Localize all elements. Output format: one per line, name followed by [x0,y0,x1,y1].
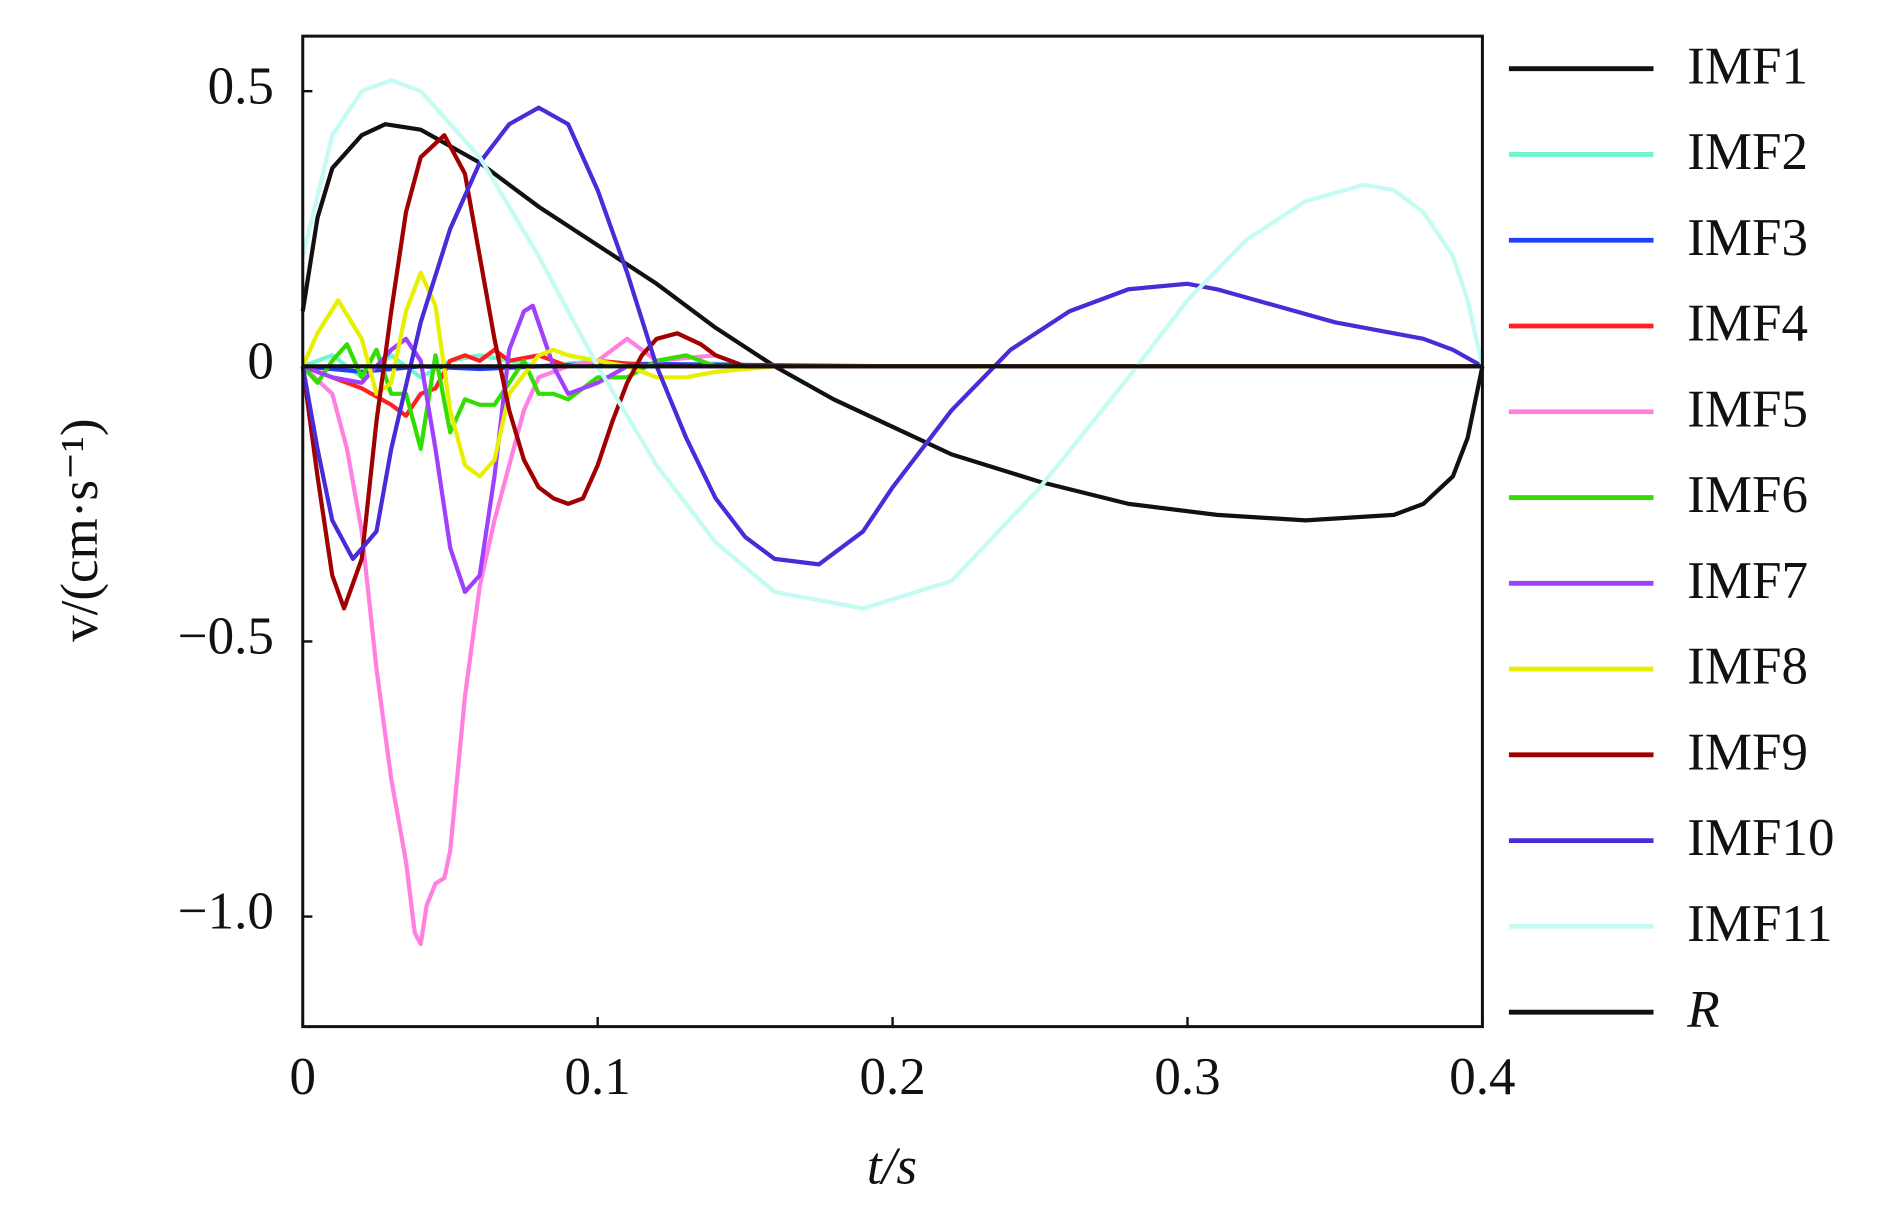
legend-label: IMF8 [1687,638,1808,696]
x-tick-label: 0 [290,1048,317,1106]
legend-label: IMF2 [1687,123,1808,181]
legend-label: IMF6 [1687,466,1808,524]
x-tick-label: 0.4 [1449,1048,1515,1106]
data-line [300,78,1485,611]
x-tick-label: 0.2 [859,1048,925,1106]
data-line [301,342,1483,451]
legend-label: IMF1 [1687,37,1808,95]
legend-label: IMF11 [1687,895,1832,953]
x-axis-label: t/s [867,1137,917,1195]
plot-frame [301,34,1484,1029]
legend-label: IMF7 [1687,552,1808,610]
data-line [301,336,1483,947]
data-line [300,270,1483,479]
legend-label: IMF5 [1687,380,1808,438]
x-tick-label: 0.1 [565,1048,631,1106]
legend-label: IMF4 [1687,295,1808,353]
data-line [300,133,1483,611]
y-tick-label: 0.5 [208,57,274,115]
y-tick-label: −1.0 [178,883,274,941]
x-tick-label: 0.3 [1154,1048,1220,1106]
legend-label: IMF9 [1687,723,1808,781]
data-line [300,122,1485,523]
data-line [302,303,1483,595]
legend-label: IMF3 [1687,209,1808,267]
data-line [300,105,1484,567]
y-tick-label: 0 [247,332,274,390]
legend-label: IMF10 [1687,809,1834,867]
legend-label: R [1686,981,1719,1039]
y-axis-label: v/(cm·s⁻¹) [51,418,109,641]
y-tick-label: −0.5 [178,608,274,666]
